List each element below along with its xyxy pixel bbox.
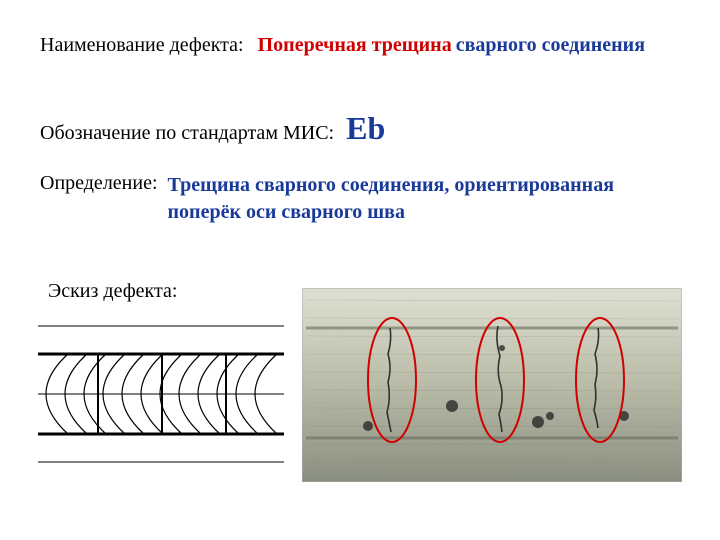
definition-label: Определение: [40, 172, 158, 195]
defect-sketch [38, 314, 284, 474]
sketch-label: Эскиз дефекта: [48, 280, 177, 303]
defect-name-row: Наименование дефекта: Поперечная трещина… [40, 34, 680, 57]
standard-label: Обозначение по стандартам МИС: [40, 122, 334, 145]
defect-name-red: Поперечная трещина [258, 34, 452, 56]
definition-value: Трещина сварного соединения, ориентирова… [168, 172, 680, 226]
sketch-label-text: Эскиз дефекта: [48, 280, 177, 302]
defect-photo [302, 288, 682, 482]
defect-name-label: Наименование дефекта: [40, 34, 244, 57]
standard-row: Обозначение по стандартам МИС: Eb [40, 110, 385, 147]
definition-row: Определение: Трещина сварного соединения… [40, 172, 680, 226]
defect-name-blue: сварного соединения [456, 34, 645, 56]
standard-code: Eb [346, 110, 385, 147]
defect-name-value: Поперечная трещина сварного соединения [258, 34, 645, 57]
